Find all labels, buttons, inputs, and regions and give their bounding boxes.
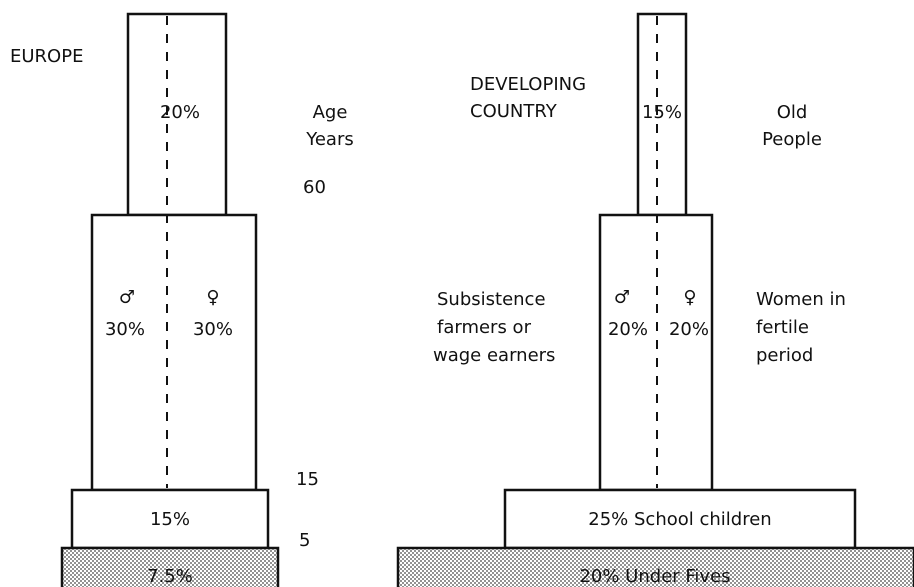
age-tick: 15 bbox=[296, 469, 319, 490]
age-label: Age bbox=[313, 102, 348, 123]
male-label: wage earners bbox=[433, 345, 555, 366]
male-symbol: ♂ bbox=[614, 287, 630, 308]
age-label: Years bbox=[305, 129, 354, 150]
europe-under-fives-pct: 7.5% bbox=[147, 566, 193, 587]
developing-female-pct: 20% bbox=[669, 319, 709, 340]
developing-title: COUNTRY bbox=[470, 101, 558, 122]
age-tick: 60 bbox=[303, 177, 326, 198]
male-symbol: ♂ bbox=[119, 287, 135, 308]
developing-male-pct: 20% bbox=[608, 319, 648, 340]
female-symbol: ♀ bbox=[683, 287, 696, 308]
developing-title: DEVELOPING bbox=[470, 74, 586, 95]
europe-male-pct: 30% bbox=[105, 319, 145, 340]
europe-old-box bbox=[126, 12, 228, 217]
female-symbol: ♀ bbox=[206, 287, 219, 308]
age-tick: 5 bbox=[299, 530, 310, 551]
old-label: Old bbox=[777, 102, 808, 123]
europe-female-pct: 30% bbox=[193, 319, 233, 340]
europe-adult-box bbox=[90, 213, 258, 492]
female-label: Women in bbox=[756, 289, 846, 310]
female-label: fertile bbox=[756, 317, 809, 338]
developing-old-pct: 15% bbox=[642, 102, 682, 123]
europe-school-box bbox=[70, 488, 270, 550]
female-label: period bbox=[756, 345, 813, 366]
developing-under-fives: 20% Under Fives bbox=[579, 566, 730, 587]
europe-school-pct: 15% bbox=[150, 509, 190, 530]
old-label: People bbox=[762, 129, 822, 150]
male-label: Subsistence bbox=[437, 289, 546, 310]
europe-old-pct: 20% bbox=[160, 102, 200, 123]
europe-title: EUROPE bbox=[10, 46, 83, 67]
developing-under-fives-box bbox=[396, 546, 914, 587]
europe-under-fives-box bbox=[60, 546, 280, 587]
developing-school: 25% School children bbox=[588, 509, 771, 530]
male-label: farmers or bbox=[437, 317, 532, 338]
